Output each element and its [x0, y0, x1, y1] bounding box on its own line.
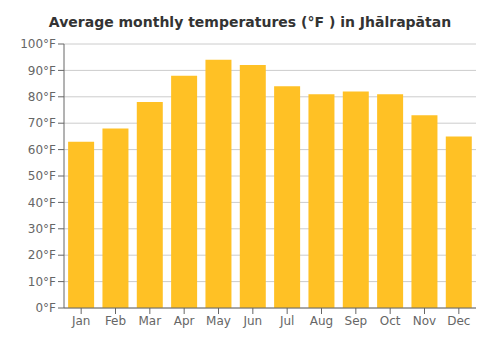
svg-text:Apr: Apr	[174, 314, 195, 328]
svg-text:70°F: 70°F	[28, 116, 56, 130]
svg-text:May: May	[206, 314, 231, 328]
svg-text:60°F: 60°F	[28, 143, 56, 157]
svg-text:50°F: 50°F	[28, 169, 56, 183]
svg-text:Jul: Jul	[279, 314, 294, 328]
svg-text:Oct: Oct	[380, 314, 401, 328]
svg-text:80°F: 80°F	[28, 90, 56, 104]
svg-text:Mar: Mar	[139, 314, 162, 328]
svg-text:Dec: Dec	[447, 314, 470, 328]
svg-text:Nov: Nov	[413, 314, 436, 328]
svg-text:Jan: Jan	[71, 314, 91, 328]
svg-text:Feb: Feb	[105, 314, 126, 328]
html-text:Average monthly temperatures (: Average monthly temperatures (°F ) in Jh…	[48, 14, 452, 30]
svg-text:0°F: 0°F	[35, 301, 56, 315]
svg-text:30°F: 30°F	[28, 222, 56, 236]
svg-text:100°F: 100°F	[20, 37, 56, 51]
svg-text:Sep: Sep	[345, 314, 368, 328]
svg-text:90°F: 90°F	[28, 64, 56, 78]
svg-text:10°F: 10°F	[28, 275, 56, 289]
svg-text:40°F: 40°F	[28, 196, 56, 210]
svg-text:Aug: Aug	[310, 314, 333, 328]
svg-text:20°F: 20°F	[28, 248, 56, 262]
svg-text:Jun: Jun	[242, 314, 262, 328]
